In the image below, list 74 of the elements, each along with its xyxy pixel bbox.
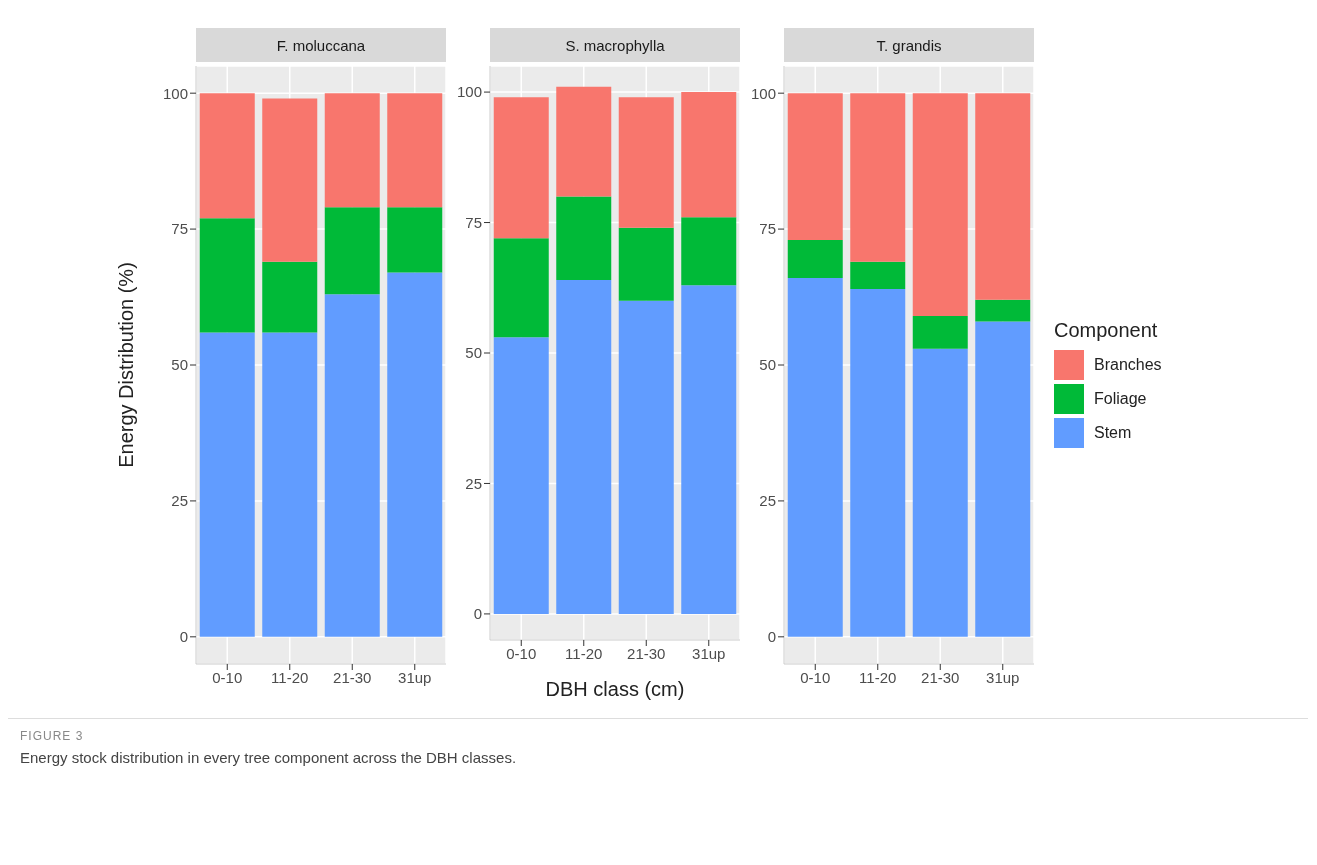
bar [681, 285, 737, 614]
bar [199, 93, 255, 219]
bar [912, 93, 968, 317]
bar [556, 279, 612, 614]
bar [324, 294, 380, 637]
x-tick-label: 11-20 [565, 644, 603, 662]
bar [387, 207, 443, 273]
bar [850, 261, 906, 289]
y-tick-label: 25 [759, 492, 776, 510]
text: Energy stock distribution in every tree component across the DBH classes. [20, 749, 518, 766]
bar [618, 227, 674, 301]
bar [975, 93, 1031, 300]
bar [787, 239, 843, 279]
y-tick-label: 75 [171, 220, 188, 238]
x-tick-label: 21-30 [627, 644, 666, 662]
y-axis-title: Energy Distribution (%) [115, 262, 138, 468]
y-tick-label: 75 [759, 220, 776, 238]
bar [493, 238, 549, 338]
chart-title: T. grandis [784, 28, 1034, 62]
x-tick-label: 0-10 [800, 668, 831, 686]
x-tick-label: 31up [986, 668, 1020, 686]
y-tick-label: 50 [465, 344, 482, 362]
y-tick-label: 100 [750, 84, 776, 102]
bar [262, 332, 318, 637]
bar [787, 278, 843, 637]
bar [387, 93, 443, 208]
x-tick-label: 31up [398, 668, 432, 686]
y-tick-label: 100 [162, 84, 188, 102]
x-tick-label: 21-30 [333, 668, 372, 686]
y-tick-label: 50 [171, 356, 188, 374]
bar [199, 332, 255, 637]
legend-label: Foliage [1094, 389, 1147, 408]
chart-title: S. macrophylla [490, 28, 740, 62]
legend-label: Stem [1094, 423, 1132, 442]
bar [912, 316, 968, 349]
legend-label: Branches [1094, 355, 1162, 374]
y-tick-label: 0 [179, 628, 188, 646]
x-tick-label: 0-10 [506, 644, 537, 662]
x-tick-label: 11-20 [859, 668, 897, 686]
chart-title: F. moluccana [196, 28, 446, 62]
y-tick-label: 25 [171, 492, 188, 510]
x-tick-label: 0-10 [212, 668, 243, 686]
bar [199, 218, 255, 333]
y-tick-label: 75 [465, 213, 482, 231]
bar [681, 217, 737, 286]
bar [975, 299, 1031, 322]
bar [556, 86, 612, 197]
y-tick-label: 50 [759, 356, 776, 374]
caption: FIGURE 3 [20, 729, 85, 743]
bar [262, 98, 318, 262]
bar [262, 261, 318, 333]
bar [493, 337, 549, 614]
legend-title: Component [1054, 318, 1159, 342]
x-tick-label: 31up [692, 644, 726, 662]
bar [556, 196, 612, 280]
y-tick-label: 0 [767, 628, 776, 646]
bar [975, 321, 1031, 637]
bar [387, 272, 443, 637]
x-tick-label: 11-20 [271, 668, 309, 686]
y-tick-label: 25 [465, 474, 482, 492]
y-tick-label: 100 [456, 83, 482, 101]
bar [912, 348, 968, 637]
bar [850, 288, 906, 637]
bar [850, 93, 906, 262]
bar [324, 207, 380, 295]
bar [681, 92, 737, 218]
x-axis-title: DBH class (cm) [545, 678, 685, 700]
bar [324, 93, 380, 208]
bar [618, 300, 674, 614]
bar [787, 93, 843, 240]
x-tick-label: 21-30 [921, 668, 960, 686]
bar [493, 97, 549, 239]
bar [618, 97, 674, 228]
y-tick-label: 0 [473, 605, 482, 623]
